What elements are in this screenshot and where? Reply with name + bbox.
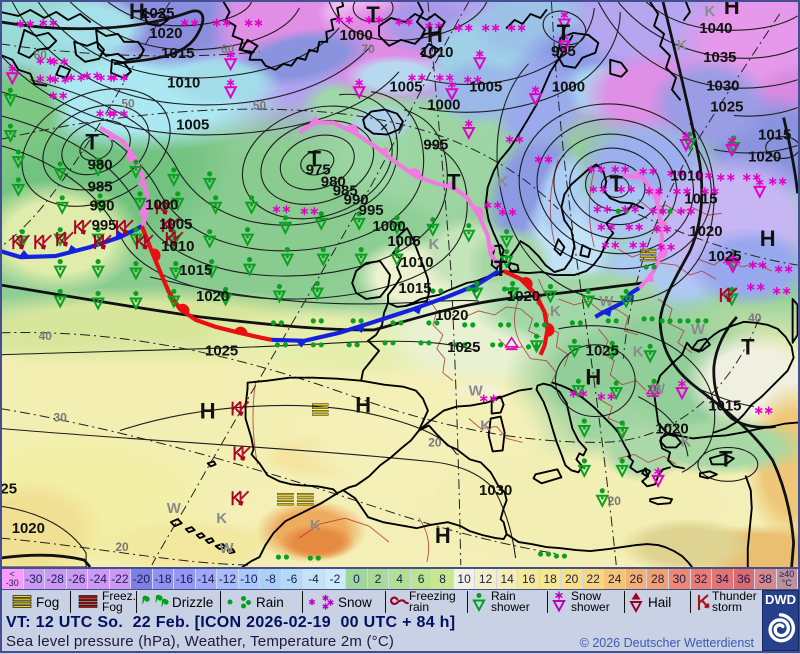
svg-text:1010: 1010 — [400, 254, 433, 271]
svg-text:1015: 1015 — [161, 45, 194, 62]
svg-text:40: 40 — [39, 329, 53, 343]
svg-text:60: 60 — [34, 48, 48, 62]
svg-text:1015: 1015 — [708, 398, 741, 415]
svg-text:980: 980 — [321, 173, 346, 190]
svg-text:1005: 1005 — [159, 216, 192, 233]
svg-text:K: K — [480, 417, 491, 434]
svg-text:T: T — [719, 446, 733, 471]
svg-text:1010: 1010 — [167, 75, 200, 92]
svg-text:T: T — [447, 169, 461, 194]
svg-text:1030: 1030 — [706, 78, 739, 95]
svg-text:K: K — [428, 236, 439, 253]
svg-text:H: H — [355, 393, 371, 418]
svg-text:50: 50 — [121, 97, 135, 111]
svg-text:20: 20 — [428, 435, 442, 449]
svg-text:980: 980 — [88, 156, 113, 173]
svg-text:1020: 1020 — [12, 520, 45, 537]
svg-text:K: K — [681, 433, 692, 450]
svg-text:20: 20 — [115, 540, 129, 554]
svg-text:1005: 1005 — [387, 233, 420, 250]
svg-text:H: H — [129, 2, 145, 24]
svg-text:1015: 1015 — [758, 127, 791, 144]
svg-text:995: 995 — [423, 136, 448, 153]
svg-text:H: H — [427, 22, 443, 47]
svg-text:1025: 1025 — [586, 343, 619, 360]
svg-text:T: T — [557, 20, 571, 45]
svg-text:H: H — [724, 2, 740, 19]
svg-text:1010: 1010 — [670, 167, 703, 184]
svg-text:1020: 1020 — [149, 25, 182, 42]
svg-text:1025: 1025 — [708, 248, 741, 265]
svg-text:H: H — [760, 226, 776, 251]
svg-text:1000: 1000 — [372, 218, 405, 235]
svg-text:1010: 1010 — [161, 238, 194, 255]
svg-text:50: 50 — [253, 99, 267, 113]
svg-text:975: 975 — [306, 161, 331, 178]
svg-text:H: H — [435, 523, 451, 548]
svg-text:1005: 1005 — [389, 79, 422, 96]
svg-text:1040: 1040 — [699, 20, 732, 37]
svg-text:1015: 1015 — [684, 190, 717, 207]
svg-text:K: K — [550, 303, 561, 320]
svg-text:995: 995 — [551, 43, 576, 60]
svg-text:W: W — [220, 540, 235, 557]
svg-text:W: W — [599, 293, 614, 310]
svg-text:T: T — [85, 129, 99, 154]
svg-text:1025: 1025 — [205, 343, 238, 360]
svg-text:T: T — [308, 146, 322, 171]
svg-text:1020: 1020 — [435, 307, 468, 324]
svg-text:T: T — [741, 335, 755, 360]
svg-text:985: 985 — [333, 182, 358, 199]
svg-text:990: 990 — [344, 191, 369, 208]
svg-text:K: K — [677, 37, 688, 54]
svg-text:1035: 1035 — [703, 49, 736, 66]
svg-text:20: 20 — [608, 494, 622, 508]
svg-text:K: K — [497, 173, 508, 190]
svg-text:1025: 1025 — [710, 99, 743, 116]
svg-text:1020: 1020 — [196, 288, 229, 305]
svg-text:W: W — [691, 321, 706, 338]
svg-text:1000: 1000 — [427, 97, 460, 114]
svg-text:60: 60 — [221, 42, 235, 56]
svg-text:K: K — [216, 510, 227, 527]
svg-text:1015: 1015 — [398, 280, 431, 297]
svg-text:T: T — [366, 2, 380, 27]
svg-text:1015: 1015 — [179, 262, 212, 279]
svg-text:70: 70 — [361, 42, 375, 56]
svg-text:1020: 1020 — [689, 223, 722, 240]
svg-text:1020: 1020 — [748, 148, 781, 165]
svg-text:1000: 1000 — [552, 79, 585, 96]
svg-text:1020: 1020 — [507, 288, 540, 305]
svg-text:1010: 1010 — [420, 44, 453, 61]
svg-text:W: W — [651, 381, 666, 398]
svg-text:H: H — [200, 399, 216, 424]
svg-text:990: 990 — [90, 197, 115, 214]
svg-text:1025: 1025 — [447, 339, 480, 356]
svg-text:K: K — [633, 344, 644, 361]
svg-text:1000: 1000 — [340, 27, 373, 44]
svg-text:H: H — [585, 365, 601, 390]
svg-text:995: 995 — [359, 202, 384, 219]
svg-text:985: 985 — [88, 178, 113, 195]
svg-text:W: W — [167, 500, 182, 517]
svg-text:1000: 1000 — [145, 196, 178, 213]
svg-text:40: 40 — [748, 311, 762, 325]
svg-text:1005: 1005 — [469, 79, 502, 96]
svg-text:1025: 1025 — [141, 5, 174, 22]
svg-text:1020: 1020 — [655, 420, 688, 437]
svg-text:W: W — [469, 383, 484, 400]
svg-text:995: 995 — [92, 217, 117, 234]
svg-text:1005: 1005 — [176, 117, 209, 134]
svg-text:T: T — [610, 171, 624, 196]
svg-text:T: T — [494, 256, 508, 281]
svg-text:30: 30 — [54, 411, 68, 425]
svg-text:K: K — [705, 3, 716, 20]
svg-text:×: × — [380, 120, 388, 135]
svg-text:1030: 1030 — [479, 482, 512, 499]
svg-text:K: K — [310, 517, 321, 534]
svg-text:1025: 1025 — [2, 480, 17, 497]
